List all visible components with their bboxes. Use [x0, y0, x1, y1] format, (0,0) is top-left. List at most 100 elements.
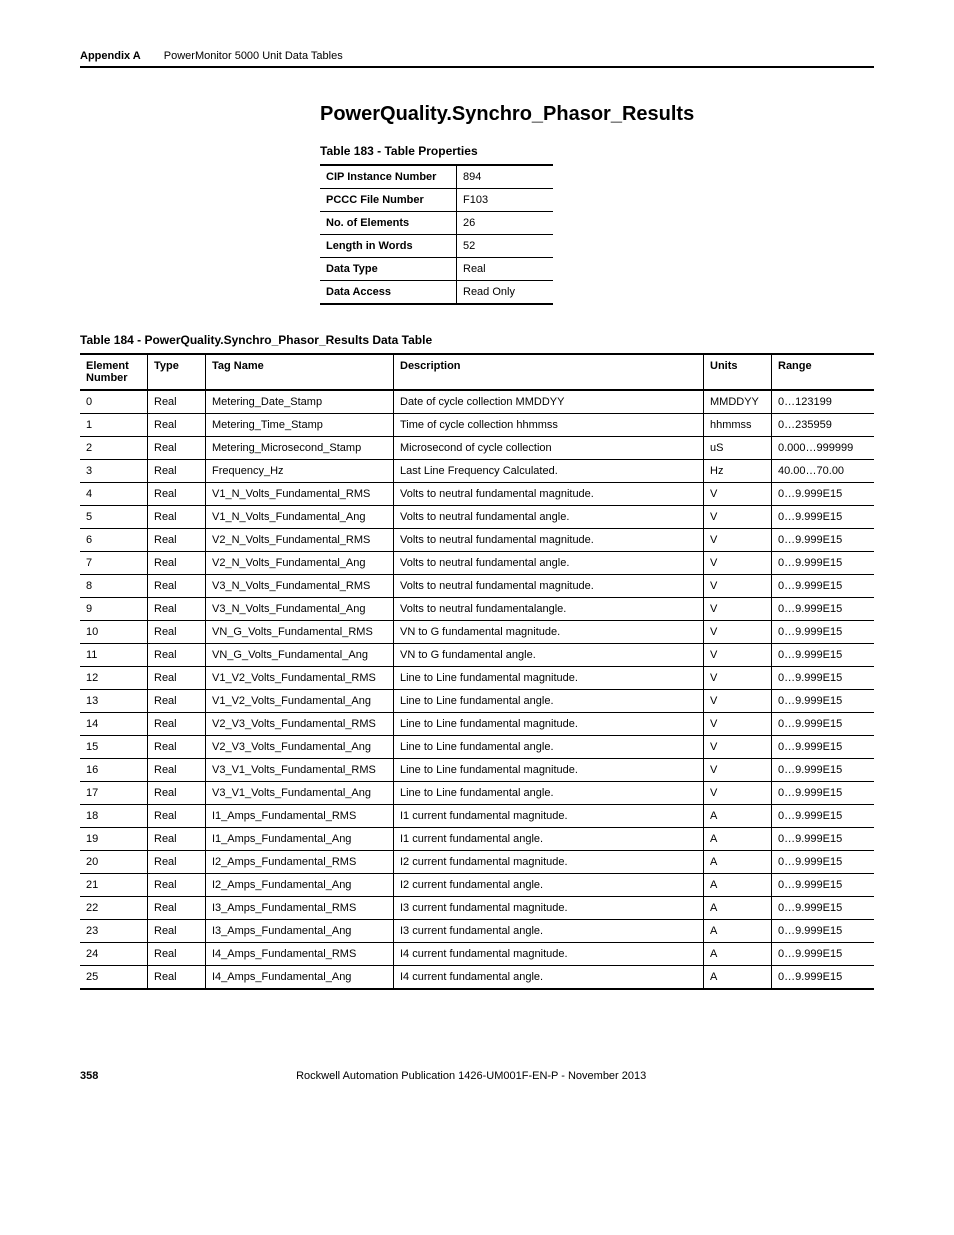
property-label: Data Access	[320, 281, 457, 305]
cell-type: Real	[148, 483, 206, 506]
cell-units: A	[704, 943, 772, 966]
table-row: 1RealMetering_Time_StampTime of cycle co…	[80, 414, 874, 437]
cell-tag: Metering_Time_Stamp	[206, 414, 394, 437]
property-label: No. of Elements	[320, 212, 457, 235]
cell-type: Real	[148, 552, 206, 575]
cell-range: 0…9.999E15	[772, 759, 875, 782]
cell-units: V	[704, 529, 772, 552]
cell-n: 20	[80, 851, 148, 874]
page-header: Appendix A PowerMonitor 5000 Unit Data T…	[80, 50, 874, 68]
page-number: 358	[80, 1070, 98, 1082]
cell-tag: V3_V1_Volts_Fundamental_RMS	[206, 759, 394, 782]
cell-desc: Line to Line fundamental angle.	[394, 782, 704, 805]
data-table-header-row: Element Number Type Tag Name Description…	[80, 354, 874, 390]
cell-type: Real	[148, 713, 206, 736]
cell-n: 5	[80, 506, 148, 529]
cell-tag: VN_G_Volts_Fundamental_Ang	[206, 644, 394, 667]
table-row: 18RealI1_Amps_Fundamental_RMSI1 current …	[80, 805, 874, 828]
cell-desc: Volts to neutral fundamental angle.	[394, 506, 704, 529]
cell-tag: I4_Amps_Fundamental_Ang	[206, 966, 394, 990]
cell-range: 0…9.999E15	[772, 920, 875, 943]
cell-desc: I1 current fundamental magnitude.	[394, 805, 704, 828]
cell-tag: I3_Amps_Fundamental_Ang	[206, 920, 394, 943]
cell-desc: Time of cycle collection hhmmss	[394, 414, 704, 437]
cell-n: 16	[80, 759, 148, 782]
cell-range: 0…9.999E15	[772, 943, 875, 966]
cell-tag: Metering_Microsecond_Stamp	[206, 437, 394, 460]
cell-n: 14	[80, 713, 148, 736]
cell-desc: Line to Line fundamental angle.	[394, 690, 704, 713]
cell-tag: V1_N_Volts_Fundamental_Ang	[206, 506, 394, 529]
property-label: CIP Instance Number	[320, 165, 457, 189]
cell-type: Real	[148, 690, 206, 713]
property-value: 894	[457, 165, 554, 189]
cell-desc: I2 current fundamental angle.	[394, 874, 704, 897]
cell-desc: I1 current fundamental angle.	[394, 828, 704, 851]
cell-range: 0…9.999E15	[772, 552, 875, 575]
cell-units: MMDDYY	[704, 390, 772, 414]
col-header-tag-name: Tag Name	[206, 354, 394, 390]
cell-range: 0…9.999E15	[772, 713, 875, 736]
cell-desc: Volts to neutral fundamentalangle.	[394, 598, 704, 621]
cell-n: 23	[80, 920, 148, 943]
table-row: 4RealV1_N_Volts_Fundamental_RMSVolts to …	[80, 483, 874, 506]
cell-tag: I2_Amps_Fundamental_RMS	[206, 851, 394, 874]
cell-n: 0	[80, 390, 148, 414]
table-row: 8RealV3_N_Volts_Fundamental_RMSVolts to …	[80, 575, 874, 598]
table-row: 12RealV1_V2_Volts_Fundamental_RMSLine to…	[80, 667, 874, 690]
cell-desc: Volts to neutral fundamental magnitude.	[394, 529, 704, 552]
table-row: Length in Words52	[320, 235, 553, 258]
table-row: No. of Elements26	[320, 212, 553, 235]
cell-n: 19	[80, 828, 148, 851]
table-row: 22RealI3_Amps_Fundamental_RMSI3 current …	[80, 897, 874, 920]
data-table: Element Number Type Tag Name Description…	[80, 353, 874, 990]
cell-type: Real	[148, 943, 206, 966]
cell-range: 0…9.999E15	[772, 667, 875, 690]
cell-tag: V2_N_Volts_Fundamental_Ang	[206, 552, 394, 575]
cell-desc: Last Line Frequency Calculated.	[394, 460, 704, 483]
cell-units: V	[704, 736, 772, 759]
cell-desc: Line to Line fundamental magnitude.	[394, 713, 704, 736]
cell-tag: V2_V3_Volts_Fundamental_RMS	[206, 713, 394, 736]
cell-n: 2	[80, 437, 148, 460]
cell-units: V	[704, 506, 772, 529]
page-footer: 358 Rockwell Automation Publication 1426…	[80, 1070, 874, 1082]
cell-units: V	[704, 667, 772, 690]
table-properties-caption: Table 183 - Table Properties	[320, 144, 874, 158]
cell-tag: I3_Amps_Fundamental_RMS	[206, 897, 394, 920]
cell-n: 4	[80, 483, 148, 506]
cell-tag: VN_G_Volts_Fundamental_RMS	[206, 621, 394, 644]
cell-n: 25	[80, 966, 148, 990]
col-header-range: Range	[772, 354, 875, 390]
cell-units: A	[704, 851, 772, 874]
cell-desc: Line to Line fundamental magnitude.	[394, 759, 704, 782]
cell-desc: VN to G fundamental angle.	[394, 644, 704, 667]
cell-desc: I2 current fundamental magnitude.	[394, 851, 704, 874]
cell-n: 18	[80, 805, 148, 828]
cell-units: V	[704, 575, 772, 598]
cell-units: A	[704, 897, 772, 920]
col-header-description: Description	[394, 354, 704, 390]
cell-tag: V1_V2_Volts_Fundamental_Ang	[206, 690, 394, 713]
cell-range: 0…235959	[772, 414, 875, 437]
cell-range: 0…9.999E15	[772, 805, 875, 828]
cell-type: Real	[148, 782, 206, 805]
col-header-units: Units	[704, 354, 772, 390]
cell-units: V	[704, 690, 772, 713]
cell-n: 13	[80, 690, 148, 713]
property-value: 26	[457, 212, 554, 235]
cell-range: 0…9.999E15	[772, 828, 875, 851]
cell-type: Real	[148, 667, 206, 690]
cell-type: Real	[148, 390, 206, 414]
cell-desc: Date of cycle collection MMDDYY	[394, 390, 704, 414]
cell-range: 0…9.999E15	[772, 966, 875, 990]
cell-tag: I2_Amps_Fundamental_Ang	[206, 874, 394, 897]
cell-desc: I4 current fundamental magnitude.	[394, 943, 704, 966]
cell-range: 0…9.999E15	[772, 782, 875, 805]
table-row: 13RealV1_V2_Volts_Fundamental_AngLine to…	[80, 690, 874, 713]
cell-units: A	[704, 805, 772, 828]
cell-units: V	[704, 759, 772, 782]
cell-type: Real	[148, 644, 206, 667]
cell-desc: Line to Line fundamental magnitude.	[394, 667, 704, 690]
property-value: Real	[457, 258, 554, 281]
